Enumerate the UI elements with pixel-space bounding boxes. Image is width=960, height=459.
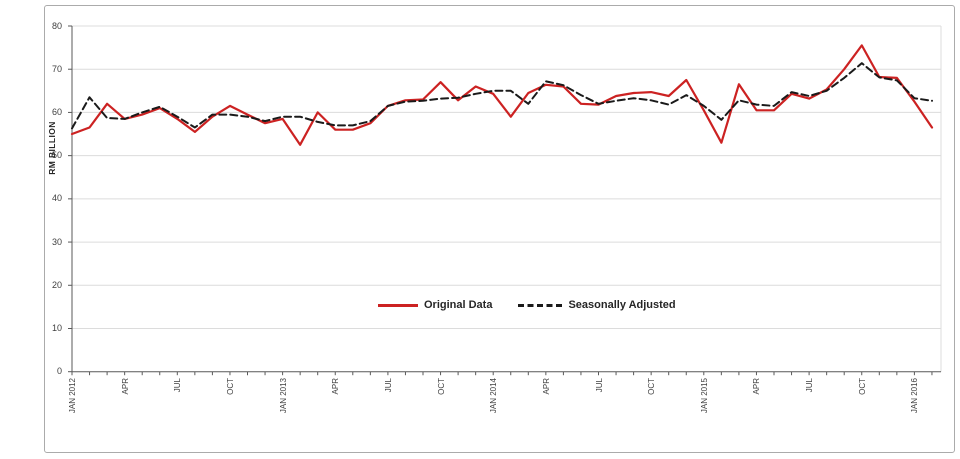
y-tick-label-10: 10 [51,322,62,333]
y-tick-label-60: 60 [51,106,62,117]
y-tick-label-80: 80 [51,20,62,31]
legend: Original Data Seasonally Adjusted [378,299,676,311]
figure-border [44,5,955,453]
y-axis-title: RM BILLION [47,121,57,175]
legend-label: Original Data [424,299,493,311]
y-tick-label-0: 0 [56,366,62,377]
x-tick-label-apr: APR [541,378,551,395]
legend-item-original-data: Original Data [378,299,492,311]
y-tick-label-30: 30 [51,236,62,247]
legend-item-seasonally-adjusted: Seasonally Adjusted [518,299,676,311]
x-tick-label-jul: JUL [805,378,815,393]
y-tick-label-70: 70 [51,63,62,74]
x-tick-label-apr: APR [120,378,130,395]
y-tick-label-20: 20 [51,279,62,290]
x-tick-label-jul: JUL [383,378,393,393]
x-tick-label-oct: OCT [647,378,657,395]
y-tick-label-40: 40 [51,193,62,204]
x-tick-label-jul: JUL [173,378,183,393]
dashed-black-line-swatch [518,303,563,307]
x-tick-label-jan-2015: JAN 2015 [699,378,709,414]
x-tick-label-jul: JUL [594,378,604,393]
x-tick-label-jan-2014: JAN 2014 [489,378,499,414]
legend-label: Seasonally Adjusted [568,299,676,311]
x-tick-label-apr: APR [331,378,341,395]
x-tick-label-oct: OCT [436,378,446,395]
x-tick-label-apr: APR [752,378,762,395]
x-tick-label-jan-2013: JAN 2013 [278,378,288,414]
solid-red-line-swatch [378,303,418,307]
series-line-seasonally-adjusted [71,62,933,130]
y-tick-label-50: 50 [51,150,62,161]
x-tick-label-jan-2016: JAN 2016 [910,378,920,414]
x-tick-label-oct: OCT [225,378,235,395]
x-tick-label-oct: OCT [857,378,867,395]
x-tick-label-jan-2012: JAN 2012 [68,378,77,414]
